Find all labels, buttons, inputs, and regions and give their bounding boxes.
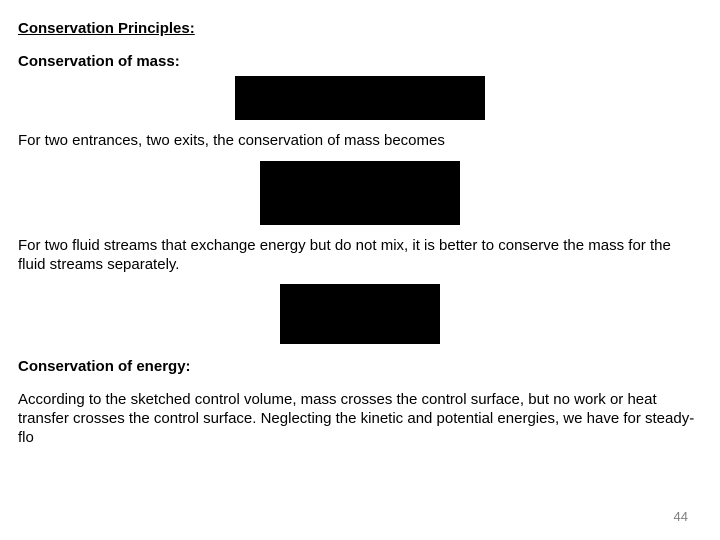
- page-number: 44: [674, 509, 688, 524]
- energy-para-1: According to the sketched control volume…: [18, 391, 702, 447]
- mass-heading: Conservation of mass:: [18, 53, 702, 70]
- energy-heading: Conservation of energy:: [18, 358, 702, 375]
- equation-block-2: [260, 161, 460, 225]
- mass-para-1: For two entrances, two exits, the conser…: [18, 132, 702, 151]
- page-title: Conservation Principles:: [18, 20, 702, 37]
- equation-block-1: [235, 76, 485, 120]
- mass-para-2: For two fluid streams that exchange ener…: [18, 237, 702, 275]
- equation-block-3: [280, 284, 440, 344]
